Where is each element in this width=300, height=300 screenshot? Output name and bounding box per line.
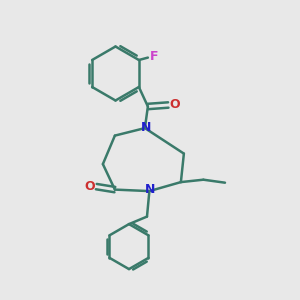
Text: N: N xyxy=(145,183,155,196)
Text: N: N xyxy=(141,121,151,134)
Text: F: F xyxy=(150,50,158,63)
Text: O: O xyxy=(169,98,180,111)
Text: O: O xyxy=(84,179,95,193)
